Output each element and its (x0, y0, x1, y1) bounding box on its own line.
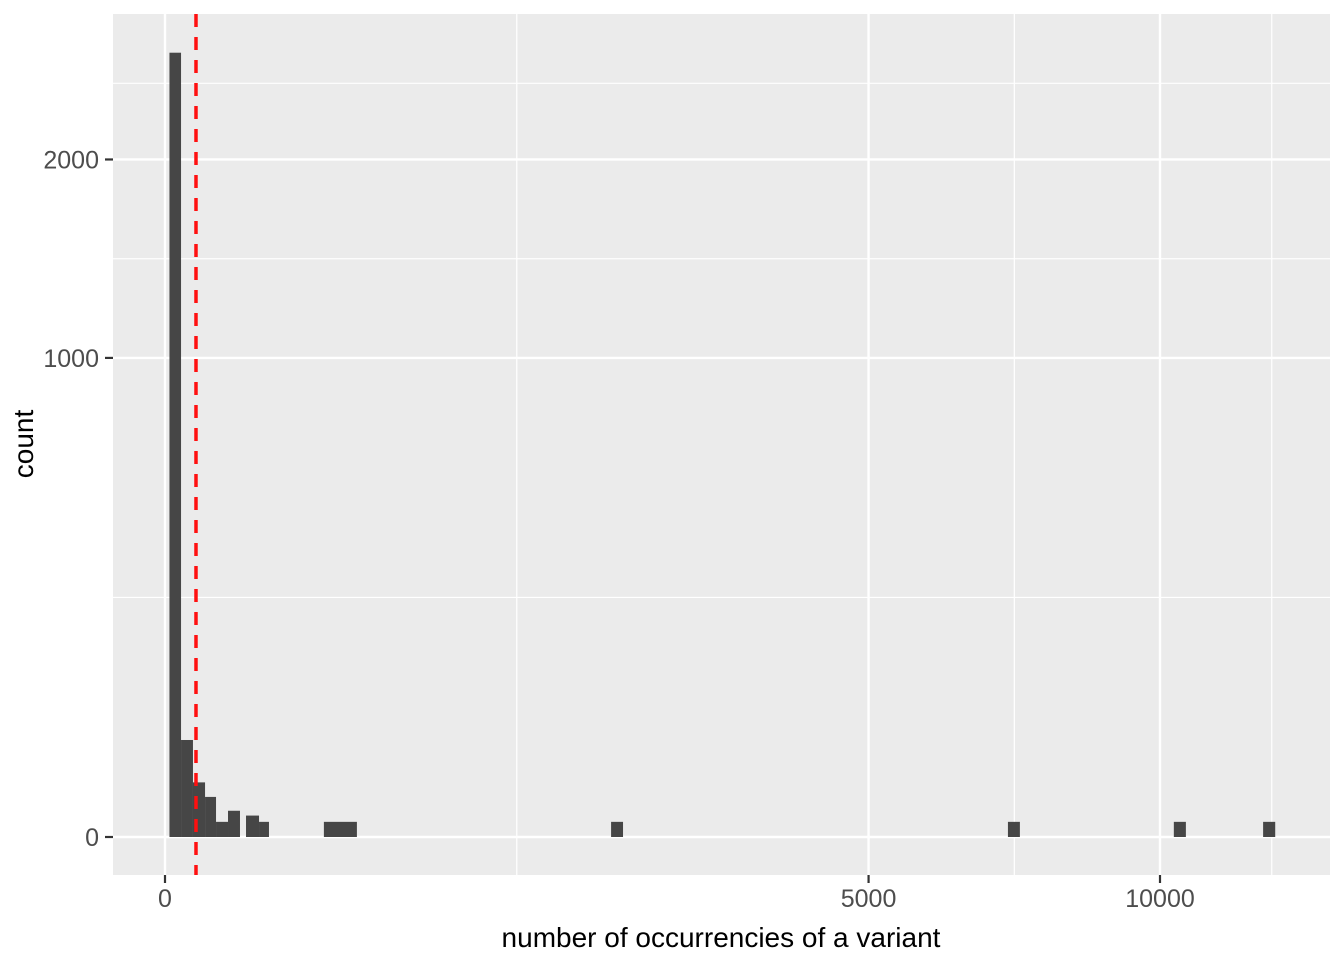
y-axis-title: count (8, 410, 39, 479)
histogram-bar (181, 739, 193, 837)
x-axis-title: number of occurrencies of a variant (502, 922, 941, 953)
histogram-bar (259, 821, 269, 837)
histogram-bar (169, 52, 182, 838)
y-tick-label: 2000 (43, 146, 99, 174)
panel-background (113, 14, 1330, 875)
x-tick-label: 0 (158, 885, 172, 913)
histogram-bar (216, 821, 229, 837)
y-tick-label: 1000 (43, 345, 99, 373)
chart-layer: 0 5000 10000 0 1000 2000 (43, 14, 1330, 913)
histogram-bar (1173, 821, 1186, 837)
x-tick-label: 10000 (1125, 885, 1195, 913)
histogram-bar (323, 821, 357, 837)
histogram-bar (228, 810, 240, 837)
x-tick-label: 5000 (841, 885, 897, 913)
histogram-bar (205, 796, 217, 837)
histogram-bar (1263, 821, 1276, 837)
y-tick-label: 0 (85, 824, 99, 852)
histogram-bar (611, 821, 624, 837)
histogram-bar (246, 815, 260, 837)
histogram-bar (1007, 821, 1020, 837)
